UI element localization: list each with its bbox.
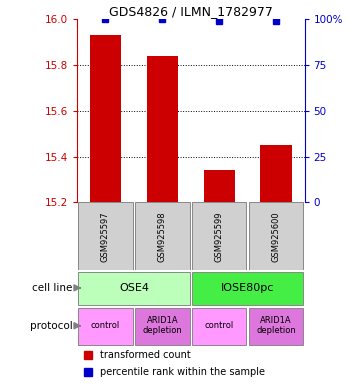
Text: OSE4: OSE4 [119,283,149,293]
Text: percentile rank within the sample: percentile rank within the sample [100,367,265,377]
Text: ARID1A
depletion: ARID1A depletion [142,316,182,336]
Text: GSM925599: GSM925599 [215,211,224,262]
Text: GSM925598: GSM925598 [158,211,167,262]
Title: GDS4826 / ILMN_1782977: GDS4826 / ILMN_1782977 [109,5,273,18]
Bar [192,202,246,270]
Bar [78,308,133,345]
Bar [249,308,303,345]
Bar [78,272,190,305]
Text: cell line: cell line [32,283,72,293]
Text: control: control [91,321,120,330]
Bar [192,308,246,345]
Bar [135,308,190,345]
Bar [78,202,133,270]
Text: control: control [204,321,234,330]
Text: IOSE80pc: IOSE80pc [221,283,274,293]
Text: GSM925600: GSM925600 [272,211,281,262]
Bar [260,145,292,202]
Text: transformed count: transformed count [100,350,190,360]
Text: ARID1A
depletion: ARID1A depletion [256,316,296,336]
Bar [249,202,303,270]
Bar [204,170,235,202]
Text: protocol: protocol [30,321,72,331]
Bar [90,35,121,202]
Bar [192,272,303,305]
Bar [147,56,178,202]
Text: GSM925597: GSM925597 [101,211,110,262]
Bar [135,202,190,270]
